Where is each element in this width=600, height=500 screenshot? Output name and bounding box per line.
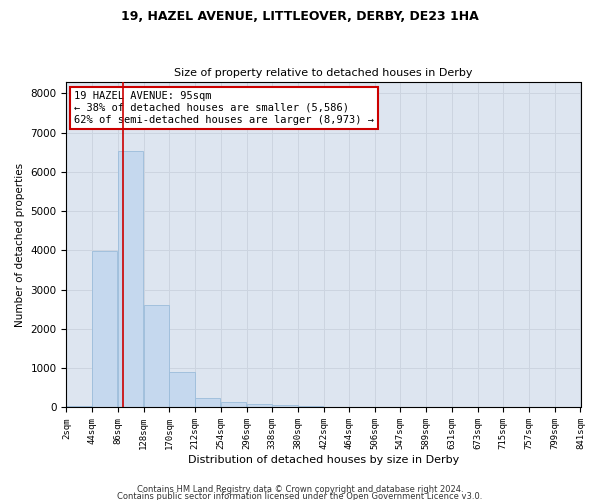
Title: Size of property relative to detached houses in Derby: Size of property relative to detached ho… [174,68,473,78]
Bar [92,251,118,408]
Bar [221,402,246,407]
Bar [118,151,143,407]
Text: 19, HAZEL AVENUE, LITTLEOVER, DERBY, DE23 1HA: 19, HAZEL AVENUE, LITTLEOVER, DERBY, DE2… [121,10,479,23]
Text: 19 HAZEL AVENUE: 95sqm
← 38% of detached houses are smaller (5,586)
62% of semi-: 19 HAZEL AVENUE: 95sqm ← 38% of detached… [74,92,374,124]
Bar [324,407,349,408]
X-axis label: Distribution of detached houses by size in Derby: Distribution of detached houses by size … [188,455,459,465]
Y-axis label: Number of detached properties: Number of detached properties [15,162,25,326]
Bar [195,398,220,407]
Bar [143,306,169,408]
Bar [169,372,194,408]
Text: Contains public sector information licensed under the Open Government Licence v3: Contains public sector information licen… [118,492,482,500]
Bar [67,406,92,407]
Bar [298,406,323,408]
Bar [247,404,272,407]
Text: Contains HM Land Registry data © Crown copyright and database right 2024.: Contains HM Land Registry data © Crown c… [137,485,463,494]
Bar [272,406,298,407]
